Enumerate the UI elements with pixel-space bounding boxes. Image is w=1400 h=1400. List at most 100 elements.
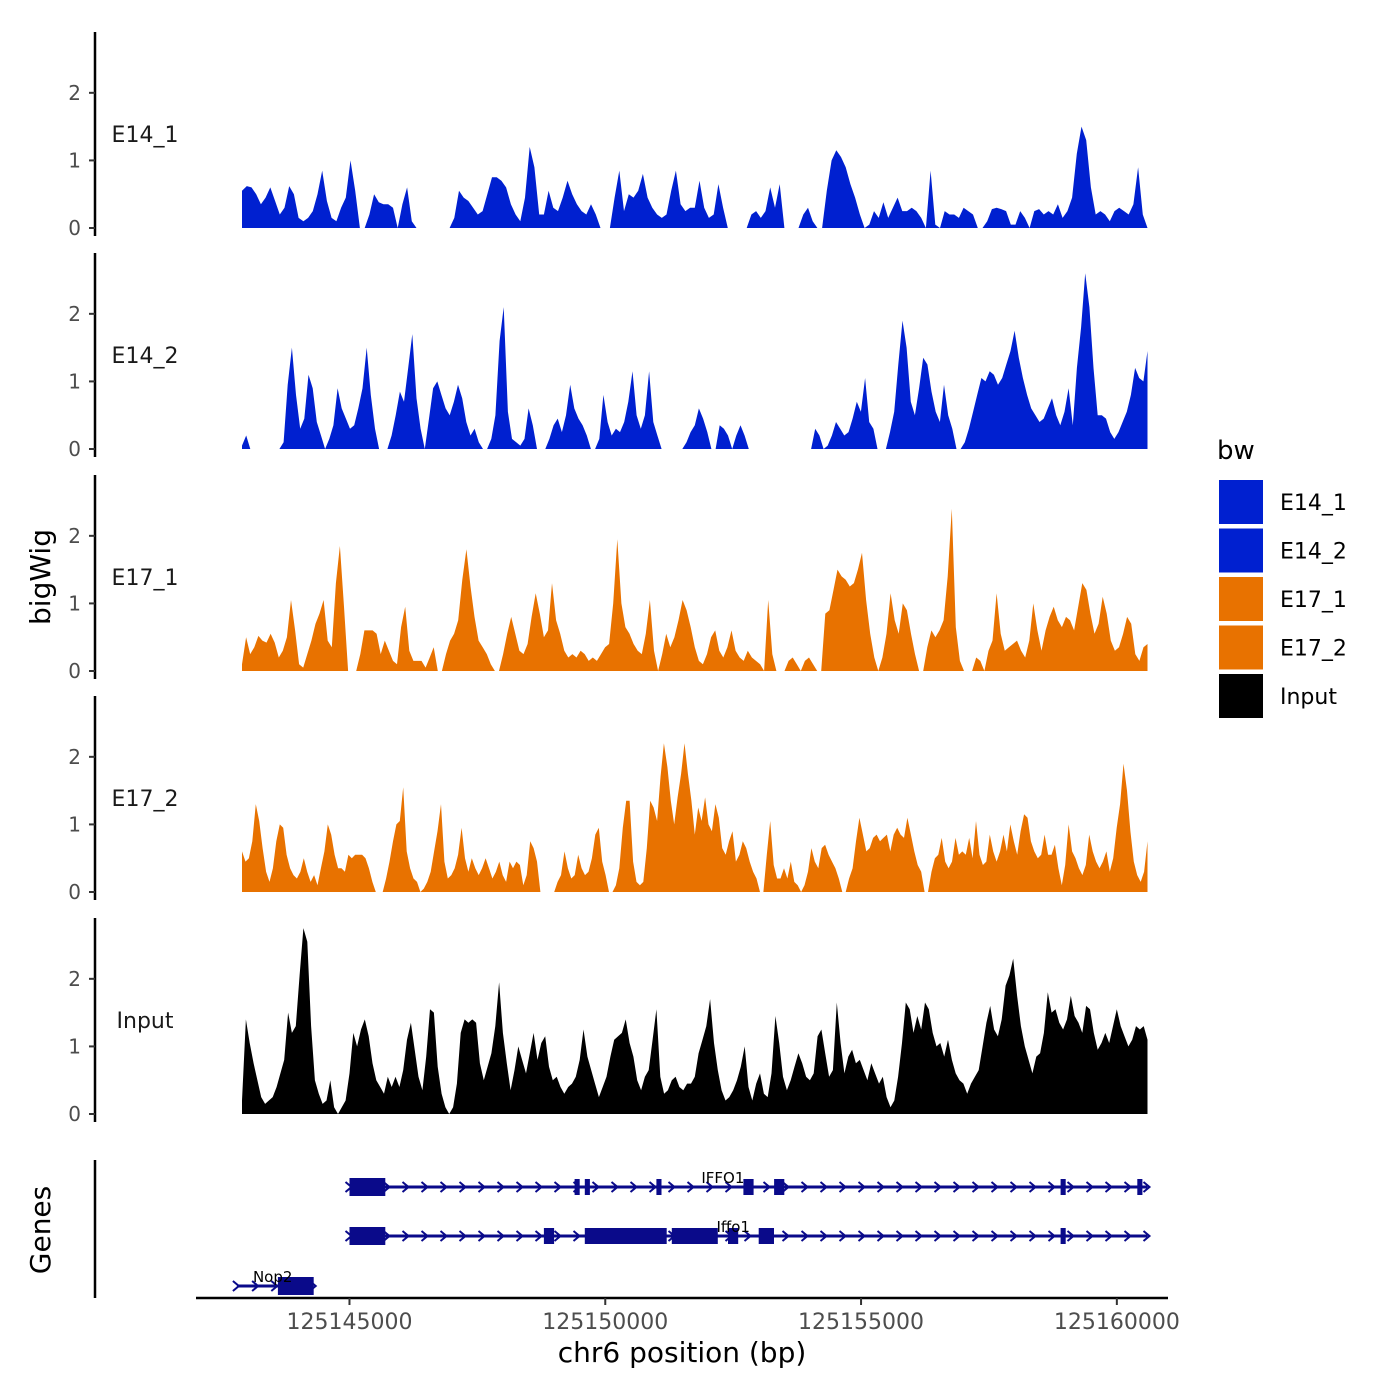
strand-arrow — [458, 1230, 468, 1242]
y-tick-label: 2 — [68, 302, 81, 326]
strand-arrow — [667, 1181, 677, 1193]
strand-arrow — [914, 1181, 924, 1193]
x-axis-title: chr6 position (bp) — [558, 1336, 807, 1369]
strand-arrow — [933, 1181, 943, 1193]
area-e17-2 — [242, 743, 1148, 892]
track-label: E14_1 — [112, 123, 179, 148]
strand-arrow — [420, 1230, 430, 1242]
y-tick-label: 0 — [68, 880, 81, 904]
strand-arrow — [1123, 1230, 1133, 1242]
legend-swatch — [1219, 674, 1263, 718]
area-e14-2 — [242, 273, 1148, 449]
y-axis-title: bigWig — [24, 529, 57, 625]
strand-arrow — [515, 1230, 525, 1242]
strand-arrow — [895, 1181, 905, 1193]
strand-arrow — [496, 1230, 506, 1242]
strand-arrow — [952, 1230, 962, 1242]
track-label: E14_2 — [112, 344, 179, 369]
track-label: E17_2 — [112, 787, 179, 812]
y-tick-label: 0 — [68, 216, 81, 240]
exon-block — [574, 1179, 580, 1195]
strand-arrow — [724, 1181, 734, 1193]
y-tick-label: 0 — [68, 437, 81, 461]
legend-label: E17_1 — [1280, 588, 1347, 613]
y-tick-label: 0 — [68, 659, 81, 683]
y-tick-label: 1 — [68, 812, 81, 836]
genes-panel: IFFO1 Iffo1 Nop2 — [93, 1160, 1152, 1298]
strand-arrow — [990, 1230, 1000, 1242]
strand-arrow — [876, 1181, 886, 1193]
strand-arrow — [629, 1181, 639, 1193]
legend-label: E14_2 — [1280, 540, 1347, 565]
area-e17-1 — [242, 508, 1148, 671]
strand-arrow — [1142, 1230, 1152, 1242]
legend-label: E17_2 — [1280, 637, 1347, 662]
gene-label: Nop2 — [253, 1268, 292, 1286]
y-tick-label: 1 — [68, 369, 81, 393]
strand-arrow — [553, 1181, 563, 1193]
strand-arrow — [270, 1280, 279, 1292]
y-tick-label: 1 — [68, 148, 81, 172]
legend-swatch — [1219, 625, 1263, 670]
area-input — [242, 928, 1148, 1114]
strand-arrow — [401, 1181, 411, 1193]
exon-block — [671, 1228, 718, 1244]
x-axis: 125145000 125150000 125155000 125160000 — [196, 1296, 1180, 1335]
y-tick-label: 0 — [68, 1102, 81, 1126]
strand-arrow — [781, 1181, 791, 1193]
strand-arrow — [1085, 1181, 1095, 1193]
x-tick-label: 125155000 — [798, 1310, 924, 1335]
exon-block — [1060, 1179, 1066, 1195]
exon-block — [277, 1277, 314, 1295]
strand-arrow — [876, 1230, 886, 1242]
y-tick-label: 1 — [68, 591, 81, 615]
gene-iffo1: Iffo1 — [344, 1218, 1152, 1245]
strand-arrow — [1123, 1181, 1133, 1193]
track-e14-1: 0 1 2 E14_1 — [68, 32, 1148, 240]
strand-arrow — [382, 1230, 392, 1242]
strand-arrow — [743, 1230, 753, 1242]
exon-block — [1137, 1179, 1143, 1195]
track-label: Input — [117, 1009, 174, 1034]
gene-label: Iffo1 — [716, 1218, 749, 1236]
legend-label: Input — [1280, 685, 1337, 710]
exon-block — [774, 1179, 785, 1195]
strand-arrow — [477, 1181, 487, 1193]
strand-arrow — [382, 1181, 392, 1193]
legend-swatch — [1219, 480, 1263, 524]
strand-arrow — [971, 1181, 981, 1193]
y-tick-label: 2 — [68, 524, 81, 548]
strand-arrow — [990, 1181, 1000, 1193]
strand-arrow — [401, 1230, 411, 1242]
y-tick-label: 1 — [68, 1034, 81, 1058]
track-e14-2: 0 1 2 E14_2 — [68, 253, 1148, 461]
x-tick-label: 125150000 — [542, 1310, 668, 1335]
strand-arrow — [232, 1280, 241, 1292]
strand-arrow — [1104, 1181, 1114, 1193]
strand-arrow — [572, 1230, 582, 1242]
track-e17-1: 0 1 2 E17_1 — [68, 475, 1148, 683]
strand-arrow — [762, 1181, 772, 1193]
strand-arrow — [458, 1181, 468, 1193]
strand-arrow — [477, 1230, 487, 1242]
strand-arrow — [952, 1181, 962, 1193]
strand-arrow — [686, 1181, 696, 1193]
x-tick-label: 125160000 — [1054, 1310, 1180, 1335]
y-tick-label: 2 — [68, 81, 81, 105]
exon-block — [758, 1228, 774, 1244]
genes-axis-title: Genes — [24, 1186, 57, 1274]
strand-arrow — [819, 1181, 829, 1193]
gene-iffo1: IFFO1 — [344, 1169, 1152, 1196]
strand-arrow — [1028, 1230, 1038, 1242]
strand-arrow — [1009, 1181, 1019, 1193]
legend-label: E14_1 — [1280, 491, 1347, 516]
exon-block — [584, 1179, 590, 1195]
strand-arrow — [1028, 1181, 1038, 1193]
strand-arrow — [705, 1181, 715, 1193]
strand-arrow — [1104, 1230, 1114, 1242]
exon-block — [728, 1228, 739, 1244]
exon-block — [349, 1227, 386, 1245]
y-tick-label: 2 — [68, 745, 81, 769]
strand-arrow — [819, 1230, 829, 1242]
strand-arrow — [1009, 1230, 1019, 1242]
